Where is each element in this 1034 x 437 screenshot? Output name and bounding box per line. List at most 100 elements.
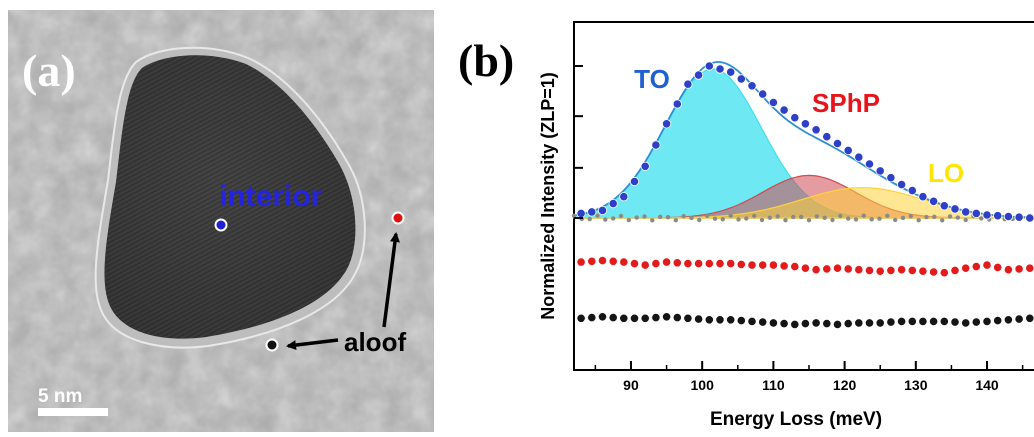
interior-data-point (672, 99, 682, 109)
background-data-point (767, 215, 772, 220)
interior-data-point (843, 145, 853, 155)
aloof_black-data-point (811, 318, 821, 328)
interior-data-point (768, 97, 778, 108)
background-data-point (712, 216, 718, 221)
aloof_red-data-point (608, 256, 618, 266)
aloof_black-data-point (1003, 315, 1014, 325)
aloof_red-data-point (1014, 264, 1024, 274)
interior-data-point (651, 140, 661, 150)
aloof_red-data-point (832, 263, 843, 273)
eels-chart: (b) 90 100 110 120 130 140 SPhP TO LO Energy … (458, 21, 1034, 430)
interior-data-point (608, 199, 618, 209)
aloof_black-data-point (597, 312, 608, 322)
background-data-point (830, 217, 835, 223)
aloof_red-data-point (961, 263, 971, 273)
background-data-point (626, 217, 631, 223)
interior-data-point (640, 161, 650, 171)
aloof_red-data-point (822, 264, 832, 274)
aloof_black-data-point (1025, 313, 1034, 323)
background-data-point (799, 214, 804, 220)
aloof_red-data-point (811, 265, 821, 275)
aloof_black-data-point (950, 317, 960, 327)
aloof_red-data-point (715, 258, 725, 269)
aloof_red-data-point (993, 262, 1003, 272)
aloof_red-data-point (736, 259, 746, 269)
background-data-point (697, 217, 702, 223)
background-data-point (603, 217, 608, 222)
background-data-point (838, 213, 843, 219)
aloof_black-data-point (790, 319, 800, 329)
x-tick-label: 110 (762, 377, 785, 393)
aloof_black-data-point (736, 315, 746, 326)
background-data-point (681, 214, 686, 219)
aloof_red-data-point (854, 265, 864, 275)
x-tick-label: 100 (691, 377, 715, 393)
interior-data-point (736, 74, 746, 84)
background-data-point (775, 214, 780, 219)
background-data-point (900, 215, 906, 221)
aloof-black-marker (265, 338, 279, 352)
interior-data-point (864, 159, 875, 169)
interior-data-point (662, 119, 672, 129)
aloof_black-data-point (587, 312, 597, 323)
aloof-arrow-black (286, 338, 339, 351)
interior-data-point (800, 119, 810, 129)
aloof_red-data-point (597, 255, 608, 266)
background-data-point (814, 214, 819, 219)
background-data-point (587, 216, 592, 222)
background-data-point (611, 216, 616, 221)
interior-data-point (1014, 212, 1024, 222)
background-data-point (853, 217, 859, 222)
aloof_black-data-point (939, 316, 949, 326)
aloof_black-data-point (928, 316, 939, 326)
particle-shading (104, 55, 356, 339)
aloof_red-data-point (800, 263, 810, 273)
background-data-point (924, 214, 929, 220)
aloof_red-data-point (726, 258, 736, 269)
background-data-point (877, 216, 882, 221)
interior-data-point (726, 67, 736, 77)
x-tick-label: 120 (833, 377, 857, 393)
aloof_red-data-point (896, 265, 907, 275)
aloof_red-data-point (843, 264, 853, 274)
aloof_black-data-point (651, 312, 661, 323)
interior-data-point (896, 180, 907, 190)
aloof_black-data-point (694, 314, 704, 324)
interior-data-point (715, 64, 725, 74)
interior-data-point (629, 176, 640, 187)
aloof_black-data-point (886, 317, 896, 327)
interior-data-point (950, 204, 960, 214)
scale-bar-label: 5 nm (38, 386, 82, 407)
aloof_red-data-point (928, 267, 939, 277)
tem-image: (a) interior aloof 5 nm (8, 10, 434, 432)
aloof_black-data-point (747, 316, 757, 326)
aloof_black-data-point (662, 312, 672, 322)
x-axis-label: Energy Loss (meV) (710, 409, 882, 430)
eels-chart-panel: (b) 90 100 110 120 130 140 SPhP TO LO Energy … (446, 0, 1034, 432)
aloof_black-data-point (779, 318, 789, 329)
aloof_black-data-point (822, 318, 832, 329)
aloof_red-data-point (1025, 263, 1034, 273)
aloof-label: aloof (344, 327, 406, 357)
aloof_black-data-point (576, 313, 586, 323)
background-data-point (650, 218, 655, 223)
interior-data-point (587, 207, 597, 217)
background-data-point (665, 215, 671, 220)
interior-data-point (939, 201, 949, 211)
aloof_red-data-point (886, 265, 896, 275)
interior-data-point (982, 210, 992, 220)
aloof_red-data-point (640, 260, 650, 270)
interior-data-point (886, 173, 896, 183)
aloof-red-marker (391, 211, 405, 225)
x-tick-label: 90 (623, 377, 639, 393)
aloof_red-data-point (971, 261, 981, 272)
x-tick-label: 140 (975, 377, 999, 393)
interior-data-point (918, 192, 928, 202)
background-data-point (658, 214, 663, 219)
aloof_black-data-point (982, 316, 992, 326)
background-data-point (963, 217, 968, 223)
background-data-point (595, 213, 600, 218)
aloof_black-data-point (629, 313, 640, 323)
interior-data-point (704, 61, 714, 71)
background-data-point (720, 217, 725, 222)
